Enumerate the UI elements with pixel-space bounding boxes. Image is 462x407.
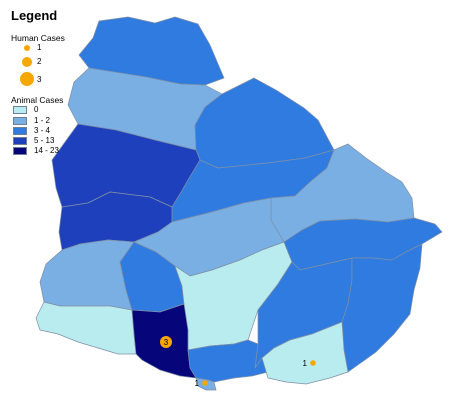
color-swatch <box>13 117 27 125</box>
region-soriano[interactable] <box>39 239 135 311</box>
region-colonia[interactable] <box>35 301 137 355</box>
human-case-label: 3 <box>164 338 169 347</box>
class-label: 14 - 23 <box>34 146 59 155</box>
human-cases-heading: Human Cases <box>11 33 65 43</box>
case-circle-icon <box>20 72 34 86</box>
animal-cases-class: 0 <box>13 105 103 114</box>
color-swatch <box>13 106 27 114</box>
human-case-marker[interactable] <box>310 360 316 366</box>
human-cases-label: 2 <box>37 57 42 66</box>
case-circle-icon <box>24 45 30 51</box>
animal-cases-class: 1 - 2 <box>13 116 103 125</box>
class-label: 0 <box>34 105 39 114</box>
human-cases-item: 1 <box>0 43 60 57</box>
animal-cases-class: 5 - 13 <box>13 136 103 145</box>
color-swatch <box>13 147 27 155</box>
region-maldonado[interactable] <box>261 321 349 385</box>
human-cases-label: 3 <box>37 75 42 84</box>
human-case-marker[interactable] <box>202 380 208 386</box>
color-swatch <box>13 137 27 145</box>
legend-title: Legend <box>11 8 58 23</box>
case-circle-icon <box>22 57 32 67</box>
region-rocha[interactable] <box>341 243 423 373</box>
map-legend: Legend Human Cases 1 2 3 Animal Cases 0 … <box>0 0 110 160</box>
human-cases-item: 3 <box>0 72 60 86</box>
animal-cases-class: 3 - 4 <box>13 126 103 135</box>
human-case-label: 1 <box>303 359 308 368</box>
animal-cases-heading: Animal Cases <box>11 95 64 105</box>
class-label: 3 - 4 <box>34 126 51 135</box>
animal-cases-class: 14 - 23 <box>13 146 103 155</box>
class-label: 5 - 13 <box>34 136 55 145</box>
human-cases-label: 1 <box>37 43 42 52</box>
class-label: 1 - 2 <box>34 116 51 125</box>
human-case-marker[interactable] <box>160 336 172 348</box>
color-swatch <box>13 127 27 135</box>
human-cases-item: 2 <box>0 56 60 70</box>
human-case-label: 1 <box>195 379 200 388</box>
